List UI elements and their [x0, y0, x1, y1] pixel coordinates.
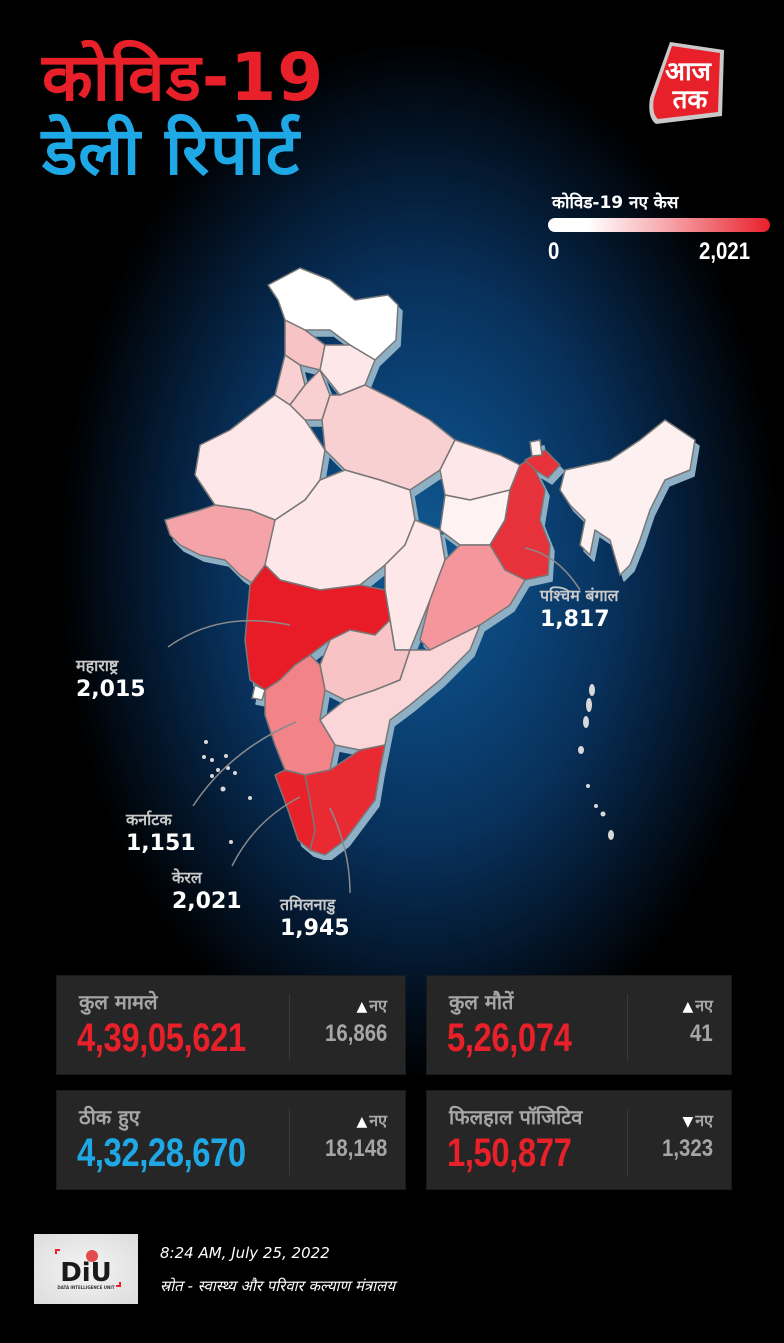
diu-logo-graphic: DiU DATA INTELLIGENCE UNIT — [55, 1249, 121, 1290]
new-text: नए — [369, 1111, 387, 1130]
source-text: स्रोत - स्वास्थ्य और परिवार कल्याण मंत्र… — [160, 1277, 396, 1295]
legend-max: 2,021 — [698, 238, 750, 265]
card-new-value: 18,148 — [324, 1135, 387, 1162]
region-odisha — [419, 544, 526, 651]
card-total: 1,50,877 — [447, 1131, 572, 1175]
arrow-up-icon: ▲ — [356, 999, 368, 1015]
state-name: केरल — [172, 868, 202, 887]
card-label: ठीक हुए — [79, 1105, 140, 1129]
legend-gradient-bar — [548, 218, 770, 232]
card-new-label: ▲ नए — [356, 994, 387, 1016]
state-name: महाराष्ट्र — [76, 656, 119, 675]
card-recovered: ठीक हुए 4,32,28,670 ▲ नए 18,148 — [56, 1090, 406, 1190]
arrow-up-icon: ▲ — [356, 1114, 368, 1130]
card-label: फिलहाल पॉजिटिव — [449, 1105, 583, 1129]
legend-min: 0 — [548, 238, 560, 265]
region-sikkim — [529, 439, 543, 457]
card-active-cases: फिलहाल पॉजिटिव 1,50,877 ▼ नए 1,323 — [426, 1090, 732, 1190]
arrow-up-icon: ▲ — [682, 999, 694, 1015]
card-total: 5,26,074 — [447, 1016, 572, 1060]
islands-lakshadweep — [202, 740, 252, 844]
arrow-down-icon: ▼ — [682, 1114, 694, 1130]
card-divider — [289, 994, 290, 1060]
new-text: नए — [695, 996, 713, 1015]
label-kerala: केरल 2,021 — [172, 868, 242, 916]
card-total: 4,32,28,670 — [77, 1131, 246, 1175]
state-value: 2,015 — [76, 677, 146, 702]
card-new-value: 16,866 — [324, 1020, 387, 1047]
card-new-label: ▲ नए — [356, 1109, 387, 1131]
region-northeast — [559, 419, 696, 576]
diu-subtext: DATA INTELLIGENCE UNIT — [57, 1285, 114, 1290]
card-divider — [627, 1109, 628, 1175]
state-name: पश्चिम बंगाल — [540, 586, 619, 605]
card-divider — [289, 1109, 290, 1175]
card-new-label: ▼ नए — [682, 1109, 713, 1131]
card-total-deaths: कुल मौतें 5,26,074 ▲ नए 41 — [426, 975, 732, 1075]
diu-text: DiU — [60, 1258, 112, 1288]
label-tamil-nadu: तमिलनाडु 1,945 — [280, 895, 350, 943]
new-text: नए — [369, 996, 387, 1015]
region-tamil-nadu — [304, 744, 386, 856]
india-choropleth-map — [164, 267, 696, 856]
state-value: 1,151 — [126, 831, 196, 856]
logo-text-aaj: आज — [665, 57, 713, 87]
diu-logo: DiU DATA INTELLIGENCE UNIT — [34, 1234, 138, 1304]
state-value: 1,817 — [540, 607, 610, 632]
state-name: तमिलनाडु — [280, 895, 336, 914]
islands-andaman-nicobar — [578, 684, 614, 840]
label-maharashtra: महाराष्ट्र 2,015 — [76, 656, 146, 704]
new-text: नए — [695, 1111, 713, 1130]
card-divider — [627, 994, 628, 1060]
title-covid19: कोविड-19 — [42, 39, 325, 116]
legend-title: कोविड-19 नए केस — [552, 193, 679, 213]
logo-text-tak: तक — [672, 85, 709, 115]
title-daily-report: डेली रिपोर्ट — [42, 113, 301, 190]
timestamp: 8:24 AM, July 25, 2022 — [160, 1244, 330, 1262]
card-new-value: 1,323 — [661, 1135, 713, 1162]
card-total-cases: कुल मामले 4,39,05,621 ▲ नए 16,866 — [56, 975, 406, 1075]
card-total: 4,39,05,621 — [77, 1016, 246, 1060]
card-label: कुल मौतें — [449, 990, 514, 1014]
aaj-tak-logo: आज तक — [649, 42, 724, 124]
label-west-bengal: पश्चिम बंगाल 1,817 — [540, 586, 618, 634]
card-label: कुल मामले — [79, 990, 158, 1014]
card-new-value: 41 — [690, 1020, 713, 1047]
state-value: 1,945 — [280, 916, 350, 941]
label-karnataka: कर्नाटक 1,151 — [126, 810, 196, 858]
state-name: कर्नाटक — [126, 810, 172, 829]
state-value: 2,021 — [172, 889, 242, 914]
region-andhra-pradesh — [319, 624, 481, 751]
card-new-label: ▲ नए — [682, 994, 713, 1016]
region-goa — [251, 684, 266, 701]
